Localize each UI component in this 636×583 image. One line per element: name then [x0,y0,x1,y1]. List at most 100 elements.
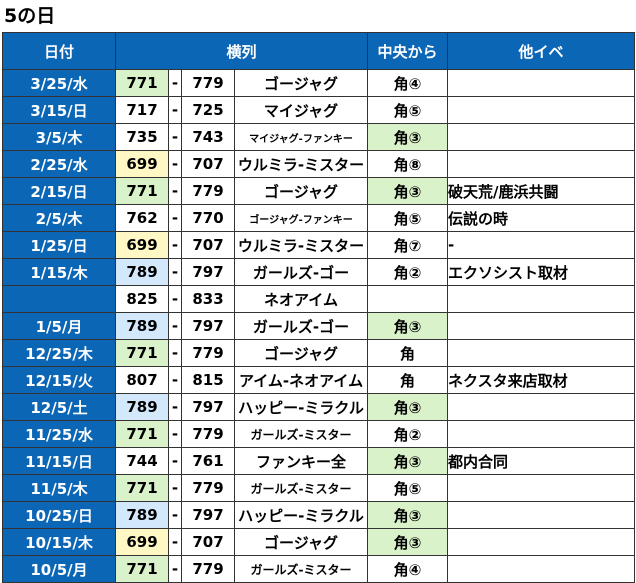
table-row: 1/15/木 789-797 ガールズ-ゴー 角② エクソシスト取材 [2,258,636,286]
model-cell: ハッピー-ミラクル [233,501,369,529]
range-dash: - [168,393,182,421]
range-dash: - [168,69,182,97]
table-row: 12/25/木 771-779 ゴージャグ角 [2,339,636,367]
other-event-cell [447,393,636,421]
start-number-cell: 789 [115,258,169,286]
range-dash: - [168,528,182,556]
end-number-cell: 779 [181,555,235,583]
other-event-cell: - [447,231,636,259]
range-dash: - [168,312,182,340]
table-row: 10/25/日 789-797 ハッピー-ミラクル 角③ [2,501,636,529]
center-cell: 角④ [367,555,449,583]
header-center: 中央から [367,32,449,70]
start-number-cell: 789 [115,501,169,529]
end-number-cell: 743 [181,123,235,151]
other-event-cell [447,150,636,178]
other-event-cell [447,501,636,529]
start-number-cell: 807 [115,366,169,394]
model-cell: ゴージャグ-ファンキー [233,204,369,232]
center-cell: 角③ [367,123,449,151]
start-number-cell: 771 [115,177,169,205]
table-row: 10/5/月 771-779 ガールズ-ミスター 角④ [2,555,636,583]
range-dash: - [168,285,182,313]
other-event-cell: 破天荒/鹿浜共闘 [447,177,636,205]
end-number-cell: 770 [181,204,235,232]
center-cell: 角⑧ [367,150,449,178]
table-row: 2/5/木 762-770 ゴージャグ-ファンキー 角⑤ 伝説の時 [2,204,636,232]
model-cell: ハッピー-ミラクル [233,393,369,421]
table-row: 2/15/日 771-779 ゴージャグ 角③ 破天荒/鹿浜共闘 [2,177,636,205]
end-number-cell: 833 [181,285,235,313]
model-cell: ゴージャグ [233,177,369,205]
end-number-cell: 779 [181,177,235,205]
table-row: 11/5/木 771-779 ガールズ-ミスター 角⑤ [2,474,636,502]
start-number-cell: 699 [115,231,169,259]
header-row: 日付 横列 中央から 他イベ [2,32,636,70]
center-cell: 角③ [367,177,449,205]
date-cell: 12/25/木 [2,339,116,367]
model-cell: ゴージャグ [233,528,369,556]
date-cell: 10/15/木 [2,528,116,556]
range-dash: - [168,474,182,502]
other-event-cell [447,285,636,313]
table-row: 11/25/水 771-779 ガールズ-ミスター 角② [2,420,636,448]
model-cell: ガールズ-ミスター [233,474,369,502]
range-dash: - [168,501,182,529]
table-row: 3/25/水 771-779 ゴージャグ 角④ [2,69,636,97]
date-cell: 3/5/木 [2,123,116,151]
end-number-cell: 779 [181,69,235,97]
other-event-cell [447,69,636,97]
date-cell: 1/15/木 [2,258,116,286]
center-cell: 角 [367,366,449,394]
center-cell: 角② [367,258,449,286]
model-cell: アイム-ネオアイム [233,366,369,394]
other-event-cell: 都内合同 [447,447,636,475]
model-cell: ゴージャグ [233,69,369,97]
table-row: 1/25/日 699-707 ウルミラ-ミスター 角⑦ - [2,231,636,259]
start-number-cell: 744 [115,447,169,475]
range-dash: - [168,366,182,394]
schedule-table: 日付 横列 中央から 他イベ 3/25/水 771-779 ゴージャグ 角④ 3/15/… [2,32,636,583]
end-number-cell: 779 [181,420,235,448]
start-number-cell: 771 [115,555,169,583]
model-cell: ガールズ-ゴー [233,312,369,340]
date-cell: 2/5/木 [2,204,116,232]
table-row: 1/5/月 789-797 ガールズ-ゴー 角③ [2,312,636,340]
other-event-cell [447,474,636,502]
model-cell: ガールズ-ミスター [233,420,369,448]
center-cell: 角 [367,339,449,367]
start-number-cell: 717 [115,96,169,124]
model-cell: マイジャグ-ファンキー [233,123,369,151]
center-cell [367,285,449,313]
other-event-cell [447,555,636,583]
table-row: 2/25/水 699-707 ウルミラ-ミスター 角⑧ [2,150,636,178]
center-cell: 角③ [367,447,449,475]
center-cell: 角③ [367,393,449,421]
table-row: 10/15/木 699-707 ゴージャグ 角③ [2,528,636,556]
date-cell: 3/25/水 [2,69,116,97]
date-cell: 11/5/木 [2,474,116,502]
date-cell: 3/15/日 [2,96,116,124]
end-number-cell: 815 [181,366,235,394]
header-date: 日付 [2,32,116,70]
center-cell: 角③ [367,528,449,556]
other-event-cell [447,96,636,124]
date-cell: 12/15/火 [2,366,116,394]
center-cell: 角⑤ [367,204,449,232]
start-number-cell: 699 [115,528,169,556]
center-cell: 角② [367,420,449,448]
range-dash: - [168,204,182,232]
end-number-cell: 761 [181,447,235,475]
range-dash: - [168,447,182,475]
start-number-cell: 771 [115,420,169,448]
end-number-cell: 779 [181,474,235,502]
range-dash: - [168,177,182,205]
date-cell: 1/25/日 [2,231,116,259]
range-dash: - [168,123,182,151]
range-dash: - [168,96,182,124]
center-cell: 角⑤ [367,474,449,502]
page-title: 5の日 [4,5,56,27]
end-number-cell: 707 [181,231,235,259]
date-cell: 12/5/土 [2,393,116,421]
end-number-cell: 707 [181,150,235,178]
